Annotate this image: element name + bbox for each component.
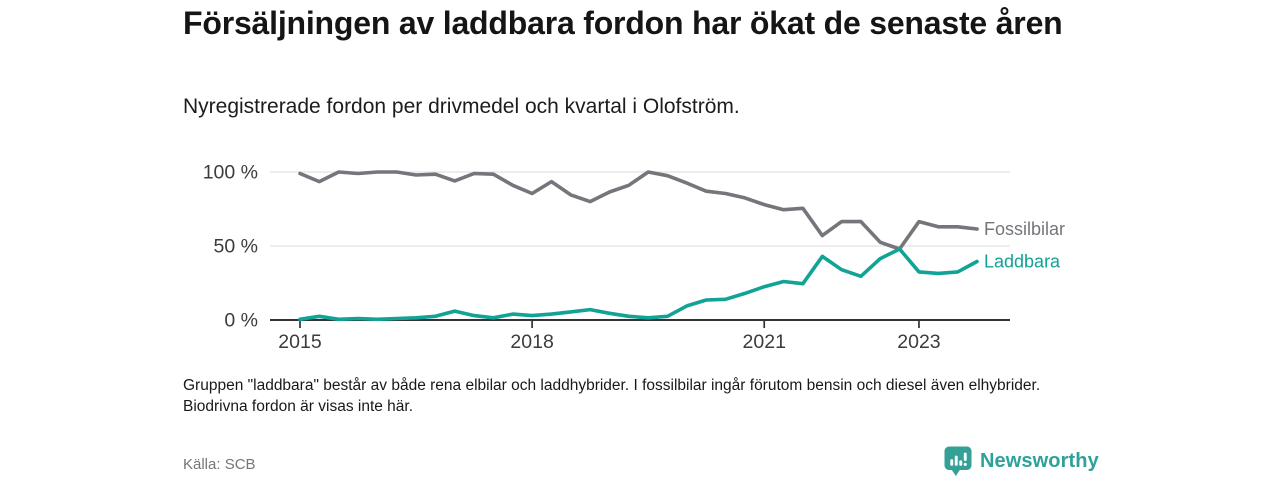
x-tick-label: 2015: [278, 331, 322, 353]
page-title: Försäljningen av laddbara fordon har öka…: [183, 5, 1063, 41]
y-tick-label: 50 %: [214, 236, 258, 258]
x-tick-label: 2023: [897, 331, 940, 353]
x-tick-label: 2021: [743, 331, 786, 353]
footnote: Gruppen "laddbara" består av både rena e…: [183, 377, 1041, 415]
series-line-laddbara: [298, 247, 979, 322]
x-tick-label: 2018: [510, 331, 553, 353]
line-chart: 0 % 50 % 100 % 2015 2018 2021 2023 Fossilbilar L…: [203, 162, 1065, 354]
legend-label-laddbara: Laddbara: [984, 252, 1061, 272]
page-subtitle: Nyregistrerade fordon per drivmedel och …: [183, 95, 740, 118]
logo-text: Newsworthy: [980, 449, 1099, 472]
y-tick-label: 0 %: [224, 310, 258, 332]
bar-chart-bubble-icon: [944, 446, 972, 476]
newsworthy-logo: Newsworthy: [944, 445, 1099, 477]
legend-label-fossilbilar: Fossilbilar: [984, 219, 1065, 239]
source-label: Källa: SCB: [183, 456, 256, 473]
y-tick-label: 100 %: [203, 162, 258, 184]
series-line-fossilbilar: [298, 170, 979, 251]
